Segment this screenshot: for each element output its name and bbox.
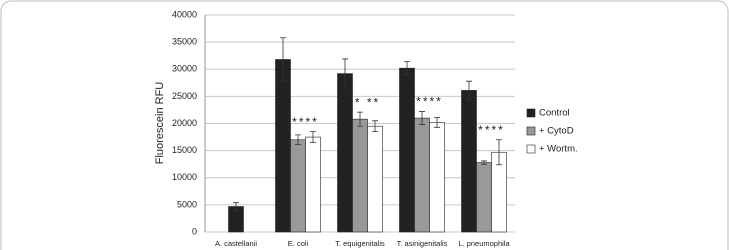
error-bar — [481, 160, 487, 165]
x-tick-label: L. pneumophila — [458, 239, 510, 248]
error-bar — [419, 111, 425, 125]
error-bar — [496, 139, 502, 166]
error-bar — [280, 37, 286, 82]
significance-annotation: * ** — [355, 95, 380, 109]
y-tick-label: 5000 — [177, 199, 197, 209]
significance-annotation: **** — [416, 95, 443, 109]
bar — [352, 118, 368, 233]
x-tick-label: T. equigenitalis — [335, 239, 385, 248]
error-bar — [342, 58, 348, 89]
y-tick-label: 30000 — [172, 64, 197, 74]
bar — [305, 136, 321, 233]
bar — [275, 59, 291, 233]
y-tick-label: 0 — [192, 226, 197, 236]
y-axis-label: Fluorescein RFU — [154, 82, 166, 165]
bar — [461, 90, 477, 233]
error-bar — [357, 111, 363, 127]
bar — [337, 73, 353, 233]
legend-swatch — [526, 108, 536, 118]
legend-label: + CytoD — [539, 126, 574, 137]
y-tick-label: 25000 — [172, 91, 197, 101]
y-tick-label: 20000 — [172, 118, 197, 128]
legend-label: Control — [539, 108, 570, 119]
error-bar — [310, 131, 316, 143]
bar — [367, 125, 383, 233]
bar — [429, 122, 445, 233]
error-bar — [404, 61, 410, 76]
legend-label: + Wortm. — [539, 144, 578, 155]
error-bar — [372, 120, 378, 133]
bar — [290, 139, 306, 233]
error-bar — [434, 117, 440, 128]
significance-annotation: **** — [292, 115, 319, 129]
y-tick-label: 40000 — [172, 9, 197, 19]
error-bar — [233, 202, 239, 211]
error-bar — [295, 134, 301, 146]
bar — [476, 162, 492, 233]
y-tick-label: 35000 — [172, 37, 197, 47]
significance-annotation: **** — [478, 123, 505, 137]
x-tick-label: E. coli — [288, 239, 309, 248]
legend-swatch — [526, 144, 536, 154]
bar — [399, 67, 415, 233]
y-tick-label: 15000 — [172, 145, 197, 155]
x-tick-label: T. asinigenitalis — [397, 239, 448, 248]
x-tick-label: A. castellanii — [215, 239, 257, 248]
y-tick-label: 10000 — [172, 172, 197, 182]
legend-swatch — [526, 126, 536, 136]
bar — [414, 117, 430, 233]
error-bar — [466, 80, 472, 101]
